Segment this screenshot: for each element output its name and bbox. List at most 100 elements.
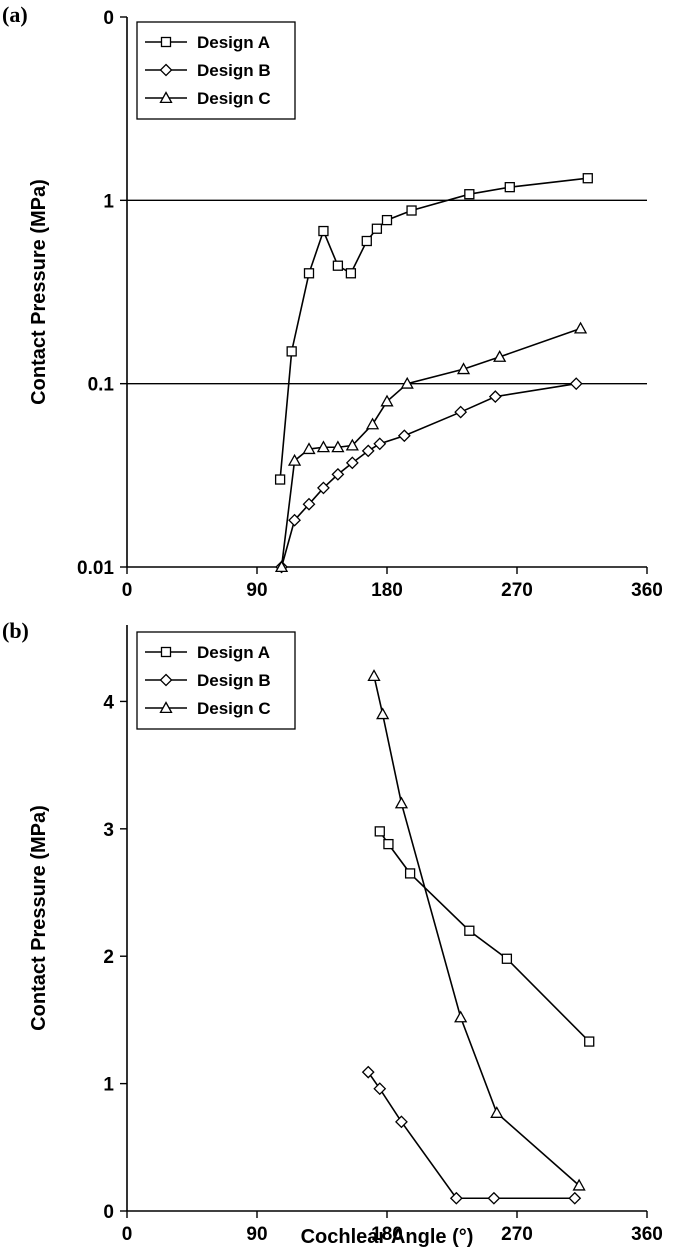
chart-panel-b: 0 90 180 270 360 0 1 2 3 4 Contact Pressure (MPa) C…: [2, 618, 663, 1248]
data-point: [569, 377, 583, 391]
data-point: [380, 394, 394, 407]
series-line: [367, 1071, 575, 1200]
y-tick-label: 4: [103, 692, 114, 713]
data-point: [365, 417, 380, 430]
x-tick-label: 360: [631, 1224, 663, 1245]
data-point: [582, 173, 593, 184]
legend-entry: Design B: [145, 61, 271, 80]
data-point: [374, 826, 385, 837]
data-point: [367, 669, 381, 682]
data-point: [302, 497, 316, 511]
legend-marker: [160, 646, 172, 658]
legend-marker: [159, 673, 173, 687]
y-tick-label: 0.1: [88, 375, 115, 396]
data-point: [487, 1191, 501, 1205]
data-point: [345, 268, 357, 279]
legend-marker: [159, 63, 173, 77]
x-tick-label: 180: [371, 1224, 403, 1245]
data-point: [373, 437, 387, 451]
legend: Design A Design B Design C: [136, 21, 296, 120]
data-point: [345, 456, 359, 470]
series-design-c: [367, 669, 586, 1191]
legend-label: Design B: [197, 61, 271, 80]
series-design-c: [274, 321, 588, 573]
y-tick-label: 1: [103, 1075, 114, 1096]
data-point: [449, 1191, 463, 1205]
legend-entry: Design A: [145, 33, 270, 52]
data-point: [456, 362, 471, 375]
data-point: [397, 429, 411, 443]
data-point: [316, 440, 331, 453]
data-point: [464, 189, 475, 200]
data-point: [274, 474, 286, 485]
data-point: [404, 868, 416, 879]
x-tick-label: 90: [246, 580, 267, 601]
data-point: [493, 350, 507, 362]
panel-label: (a): [2, 2, 28, 27]
legend-label: Design C: [197, 89, 271, 108]
data-point: [454, 1010, 468, 1023]
data-point: [395, 1115, 408, 1129]
data-point: [288, 513, 301, 527]
data-point: [406, 205, 417, 216]
series-line: [279, 177, 588, 480]
x-tick-label: 360: [631, 580, 663, 601]
y-axis-label: Contact Pressure (MPa): [28, 179, 50, 405]
data-point: [287, 453, 302, 466]
y-tick-label: 1: [103, 191, 114, 212]
x-tick-label: 270: [501, 580, 533, 601]
data-point: [331, 467, 345, 481]
y-tick-label: 0.01: [77, 558, 114, 579]
chart-panel-a: 0 90 180 270 360 0.01 0.1 1 0 Contact Pressure (M…: [2, 2, 663, 601]
data-point: [286, 346, 297, 357]
x-tick-label: 180: [371, 580, 403, 601]
legend-entry: Design C: [145, 89, 271, 108]
data-point: [373, 1082, 387, 1096]
series-design-a: [274, 173, 593, 485]
data-point: [501, 953, 513, 964]
data-point: [383, 838, 394, 850]
legend: Design A Design B Design C: [136, 631, 296, 730]
series-design-b: [275, 377, 583, 574]
data-point: [464, 925, 475, 936]
data-point: [381, 214, 393, 226]
data-point: [302, 442, 316, 455]
x-axis-label: Cochlear Angle (°): [301, 1226, 474, 1248]
legend-entry: Design A: [145, 643, 270, 662]
data-point: [584, 1036, 595, 1047]
x-tick-label: 90: [246, 1224, 267, 1245]
legend-marker: [160, 36, 172, 48]
data-point: [394, 796, 409, 809]
data-point: [332, 260, 344, 271]
data-point: [361, 235, 372, 247]
data-point: [454, 405, 468, 419]
data-point: [361, 444, 375, 458]
data-point: [488, 390, 502, 404]
data-point: [361, 1065, 375, 1079]
data-point: [345, 438, 359, 451]
data-point: [318, 225, 329, 237]
data-point: [400, 376, 414, 389]
data-point: [376, 707, 390, 720]
data-point: [490, 1106, 504, 1118]
legend-label: Design B: [197, 671, 271, 690]
data-point: [274, 560, 289, 573]
y-tick-label: 0: [103, 8, 114, 29]
x-tick-label: 0: [122, 580, 133, 601]
y-tick-label: 0: [103, 1202, 114, 1223]
legend-label: Design A: [197, 643, 270, 662]
series-line: [280, 382, 577, 568]
data-point: [572, 1178, 586, 1191]
x-tick-label: 0: [122, 1224, 133, 1245]
y-axis-label: Contact Pressure (MPa): [28, 805, 50, 1031]
data-point: [568, 1191, 582, 1205]
panel-label: (b): [2, 618, 29, 643]
data-point: [504, 182, 515, 193]
series-line: [379, 830, 590, 1043]
legend-marker: [159, 91, 173, 104]
legend-label: Design C: [197, 699, 271, 718]
y-tick-label: 3: [103, 820, 114, 841]
y-tick-label: 2: [103, 947, 114, 968]
x-tick-label: 270: [501, 1224, 533, 1245]
